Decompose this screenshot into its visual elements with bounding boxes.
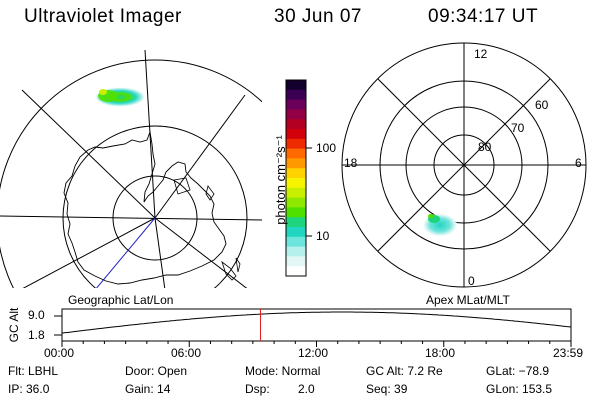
dsp-label: Dsp: xyxy=(245,382,270,396)
altitude-xtick-label-1800: 18:00 xyxy=(425,346,456,360)
colorbar-label-10: 10 xyxy=(316,229,330,243)
coastline-island xyxy=(221,260,237,281)
mlt-label-6: 6 xyxy=(575,156,582,170)
apex-mlt-line-diagonal xyxy=(377,78,551,252)
mlt-label-18: 18 xyxy=(344,156,358,170)
geo-lat-circle-outer xyxy=(0,59,262,288)
apex-panel-caption: Apex MLat/MLT xyxy=(426,293,510,307)
altitude-ytick-label-1.8: 1.8 xyxy=(28,328,45,342)
colorbar-segment xyxy=(286,178,306,189)
ip-info: IP: 36.0 xyxy=(8,382,50,396)
colorbar-segment xyxy=(286,187,306,199)
colorbar-segment xyxy=(286,246,306,257)
observation-time: 09:34:17 UT xyxy=(428,6,539,27)
geo-lon-line xyxy=(0,215,262,221)
altitude-xtick-label-0600: 06:00 xyxy=(171,346,202,360)
altitude-xtick-label-0000: 00:00 xyxy=(44,346,75,360)
colorbar-segment xyxy=(286,119,306,130)
altitude-plot-frame xyxy=(61,308,572,342)
geo-panel-caption: Geographic Lat/Lon xyxy=(68,293,174,307)
apex-polar-grid xyxy=(341,42,587,288)
mlt-label-0: 0 xyxy=(468,274,475,288)
orbit-track-line xyxy=(96,217,156,288)
colorbar-segment xyxy=(286,99,306,110)
colorbar-label-100: 100 xyxy=(316,141,337,155)
geo-lon-line xyxy=(21,89,156,219)
altitude-ylabel: GC Alt xyxy=(7,307,21,343)
gc-alt-info: GC Alt: 7.2 Re xyxy=(366,364,443,378)
filter-info: Flt: LBHL xyxy=(8,364,59,378)
mode-info: Mode: Normal xyxy=(245,364,321,378)
colorbar-segment xyxy=(286,138,306,150)
colorbar-segment xyxy=(286,207,306,218)
instrument-title: Ultraviolet Imager xyxy=(24,6,182,27)
dsp-value: 2.0 xyxy=(298,382,315,396)
colorbar-segment xyxy=(286,89,306,101)
colorbar-frame xyxy=(285,79,307,277)
glon-info: GLon: 153.5 xyxy=(486,382,553,396)
gain-info: Gain: 14 xyxy=(125,382,171,396)
colorbar-segment xyxy=(286,197,306,208)
mlt-label-12: 12 xyxy=(474,47,488,61)
aurora-emission-apex xyxy=(422,213,458,237)
mlat-label-80: 80 xyxy=(478,140,492,154)
aurora-peak-geo xyxy=(99,89,107,95)
colorbar-segment xyxy=(286,168,306,179)
colorbar-segment xyxy=(286,158,306,169)
observation-date: 30 Jun 07 xyxy=(274,6,362,27)
colorbar-segment xyxy=(286,80,306,91)
coastline-island xyxy=(205,185,215,201)
geo-lat-circle-middle xyxy=(62,125,248,288)
colorbar-segment xyxy=(286,109,306,120)
coastline xyxy=(63,130,227,285)
altitude-xtick-label-2359: 23:59 xyxy=(553,346,584,360)
colorbar-segment xyxy=(286,217,306,228)
coastline-island xyxy=(235,257,241,273)
altitude-xticks xyxy=(61,341,572,347)
geo-lon-line xyxy=(154,94,246,219)
altitude-curve xyxy=(61,311,572,334)
colorbar-segment xyxy=(286,227,306,238)
altitude-xtick-label-1200: 12:00 xyxy=(298,346,329,360)
colorbar-segment xyxy=(286,129,306,140)
aurora-peak-apex xyxy=(428,214,434,218)
colorbar-segment xyxy=(286,266,306,277)
colorbar-unit-label: photon cm⁻²s⁻¹ xyxy=(273,135,288,225)
altitude-ytick-label-9: 9.0 xyxy=(28,308,45,322)
mlat-label-60: 60 xyxy=(535,98,549,112)
glat-info: GLat: −78.9 xyxy=(486,364,550,378)
geo-lon-line xyxy=(154,217,248,288)
coastline-ice-shelf xyxy=(173,177,191,195)
colorbar xyxy=(286,80,306,277)
colorbar-segment xyxy=(286,256,306,267)
colorbar-segment xyxy=(286,236,306,248)
geo-lon-line xyxy=(154,217,166,288)
geo-lon-line xyxy=(22,217,156,288)
door-info: Door: Open xyxy=(125,364,188,378)
mlat-label-70: 70 xyxy=(511,121,525,135)
colorbar-segment xyxy=(286,148,306,159)
seq-info: Seq: 39 xyxy=(366,382,408,396)
